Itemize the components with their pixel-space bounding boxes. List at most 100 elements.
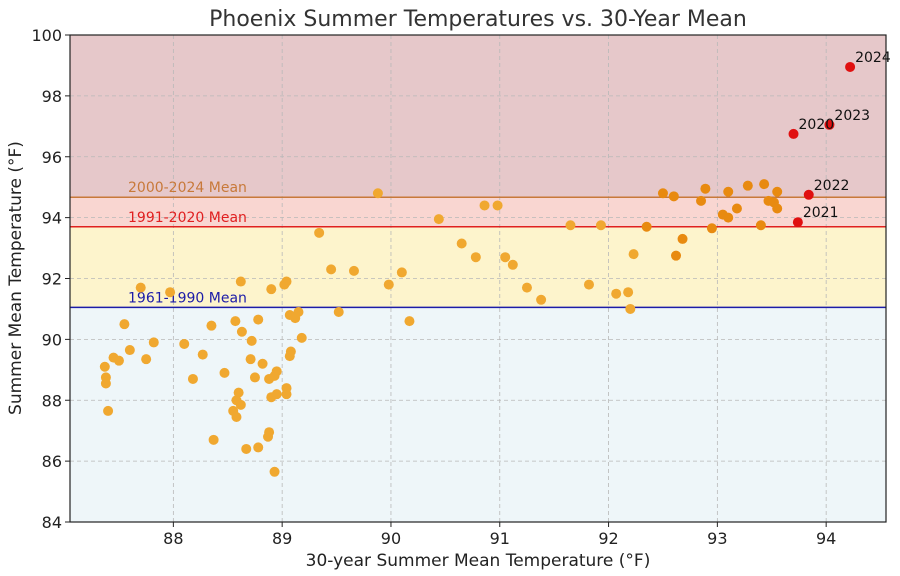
data-point [119,319,130,330]
data-point [677,233,688,244]
data-point [348,265,359,276]
data-point [731,203,742,214]
x-axis-ticks: 88 89 90 91 92 93 94 [163,522,836,548]
data-point [197,349,208,360]
data-point [623,287,634,298]
data-point [742,180,753,191]
data-point [396,267,407,278]
y-tick-label: 98 [42,87,62,106]
data-point [788,128,799,139]
y-axis-label: Summer Mean Temperature (°F) [6,141,26,415]
background-band [70,197,886,227]
data-point [113,355,124,366]
data-point [671,250,682,261]
data-point [700,183,711,194]
data-point [583,279,594,290]
data-point [257,358,268,369]
y-tick-label: 84 [42,513,62,532]
data-point [625,303,636,314]
data-point [723,186,734,197]
data-point [772,203,783,214]
data-point [253,314,264,325]
x-tick-label: 90 [381,529,401,548]
data-point [246,335,257,346]
data-point-label: 2021 [803,205,839,221]
data-point-label: 2022 [814,178,850,194]
reference-line-label: 2000-2024 Mean [128,180,247,196]
data-point [611,288,622,299]
y-tick-label: 86 [42,452,62,471]
data-point [219,367,230,378]
data-point [264,427,275,438]
data-point [372,188,383,199]
data-point [456,238,467,249]
data-point [755,220,766,231]
grid-lines [70,35,886,522]
reference-line-label: 1961-1990 Mean [128,290,247,306]
data-point [433,214,444,225]
data-point [595,220,606,231]
y-tick-label: 88 [42,391,62,410]
data-point [845,61,856,72]
y-tick-label: 94 [42,209,62,228]
data-point [641,221,652,232]
data-point [245,354,256,365]
data-point [657,188,668,199]
data-point-label: 2024 [855,50,891,66]
data-point [241,443,252,454]
background-band [70,35,886,198]
data-point [383,279,394,290]
data-point [233,387,244,398]
data-point [723,212,734,223]
data-point [249,372,260,383]
data-point [668,191,679,202]
data-point [565,220,576,231]
data-point [492,200,503,211]
data-point [230,316,241,327]
data-point [628,249,639,260]
reference-line-label: 1991-2020 Mean [128,210,247,226]
data-point [824,119,835,130]
x-tick-label: 93 [707,529,727,548]
data-point [231,411,242,422]
data-point-label: 2020 [799,117,835,133]
data-point [536,294,547,305]
data-point [179,338,190,349]
data-point [165,287,176,298]
data-point [314,227,325,238]
data-point [235,276,246,287]
data-point [208,434,219,445]
x-tick-label: 88 [163,529,183,548]
data-point [333,306,344,317]
data-point [507,259,518,270]
data-point-label: 2023 [834,108,870,124]
y-tick-label: 100 [31,26,62,45]
data-point [500,252,511,263]
y-tick-label: 96 [42,148,62,167]
data-point [296,332,307,343]
x-tick-label: 92 [598,529,618,548]
data-point [285,346,296,357]
background-band [70,307,886,522]
x-tick-label: 91 [490,529,510,548]
data-point [293,306,304,317]
data-point [206,320,217,331]
data-point [326,264,337,275]
y-tick-label: 92 [42,270,62,289]
chart-title: Phoenix Summer Temperatures vs. 30-Year … [209,7,747,32]
data-point [253,442,264,453]
background-bands [70,35,886,522]
data-point [706,223,717,234]
data-point [470,252,481,263]
data-point [271,366,282,377]
x-tick-label: 89 [272,529,292,548]
data-point [141,354,152,365]
data-point [772,186,783,197]
data-point [100,378,111,389]
data-point [281,383,292,394]
data-point [187,373,198,384]
data-point [236,326,247,337]
y-axis-ticks: 84 86 88 90 92 94 96 98 100 [31,26,70,532]
data-point [759,179,770,190]
